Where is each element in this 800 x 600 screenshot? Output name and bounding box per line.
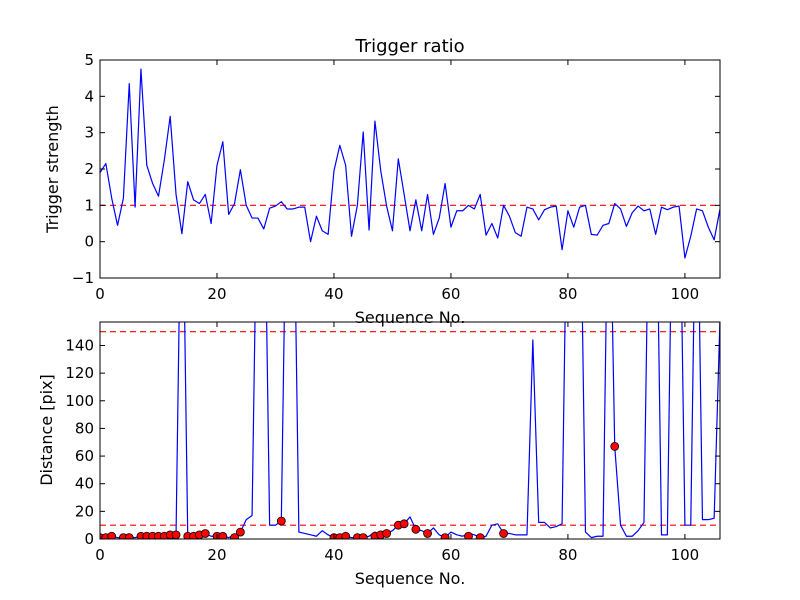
y-tick-label: 40 <box>75 475 94 493</box>
x-tick-label: 40 <box>324 546 343 564</box>
x-tick-label: 40 <box>324 285 343 303</box>
y-tick-label: 140 <box>65 336 94 354</box>
data-point-marker <box>235 527 245 537</box>
data-point-marker <box>200 529 210 538</box>
x-tick-label: 60 <box>441 285 460 303</box>
distance-subplot: 0 20 40 60 80 100 0 20 40 60 80 100 120 140 Sequence… <box>37 321 721 588</box>
x-tick-label: 0 <box>95 285 105 303</box>
data-point-marker <box>218 531 228 539</box>
y-tick-label: 60 <box>75 447 94 465</box>
x-tick-label: 80 <box>558 546 577 564</box>
data-point-marker <box>399 519 409 529</box>
top-y-axis-label: Trigger strength <box>43 105 62 234</box>
x-tick-label: 20 <box>207 285 226 303</box>
x-tick-label: 100 <box>671 285 700 303</box>
data-point-marker <box>171 530 181 539</box>
data-point-marker <box>358 533 368 539</box>
distance-threshold-lines <box>100 331 720 526</box>
x-tick-label: 100 <box>671 546 700 564</box>
y-tick-label: 80 <box>75 419 94 437</box>
x-tick-label: 80 <box>558 285 577 303</box>
x-tick-label: 20 <box>207 546 226 564</box>
y-tick-label: −1 <box>72 269 94 287</box>
bottom-y-axis-ticks: 0 20 40 60 80 100 120 140 <box>65 336 720 548</box>
y-tick-label: 2 <box>84 160 94 178</box>
y-tick-label: 120 <box>65 364 94 382</box>
y-tick-label: 0 <box>84 530 94 548</box>
data-point-marker <box>382 529 392 538</box>
data-point-marker <box>423 529 432 538</box>
data-point-marker <box>124 533 134 539</box>
x-tick-label: 0 <box>95 546 105 564</box>
data-point-marker <box>464 531 473 539</box>
data-point-marker <box>341 531 351 539</box>
bottom-axes-frame <box>99 321 721 540</box>
series-line <box>100 68 720 259</box>
y-tick-label: 5 <box>84 51 94 69</box>
y-tick-label: 0 <box>84 233 94 251</box>
chart-title: Trigger ratio <box>354 36 464 57</box>
y-tick-label: 4 <box>84 87 94 105</box>
bottom-y-axis-label: Distance [pix] <box>37 374 56 486</box>
data-point-marker <box>411 524 421 534</box>
distance-markers <box>100 441 620 539</box>
data-point-marker <box>107 531 117 539</box>
y-tick-label: 3 <box>84 124 94 142</box>
data-point-marker <box>230 533 239 539</box>
y-tick-label: 1 <box>84 196 94 214</box>
x-tick-label: 60 <box>441 546 460 564</box>
data-point-marker <box>499 529 508 538</box>
trigger-strength-series <box>100 68 720 259</box>
top-x-axis-ticks: 0 20 40 60 80 100 <box>95 60 699 303</box>
data-point-marker <box>475 533 485 539</box>
top-x-axis-label: Sequence No. <box>355 308 466 327</box>
data-point-marker <box>610 441 620 451</box>
bottom-x-axis-ticks: 0 20 40 60 80 100 <box>95 322 699 564</box>
data-point-marker <box>440 533 450 539</box>
bottom-x-axis-label: Sequence No. <box>355 569 466 588</box>
y-tick-label: 20 <box>75 502 94 520</box>
top-y-axis-ticks: −1 0 1 2 3 4 5 <box>72 51 720 287</box>
data-point-marker <box>276 516 286 526</box>
y-tick-label: 100 <box>65 392 94 410</box>
